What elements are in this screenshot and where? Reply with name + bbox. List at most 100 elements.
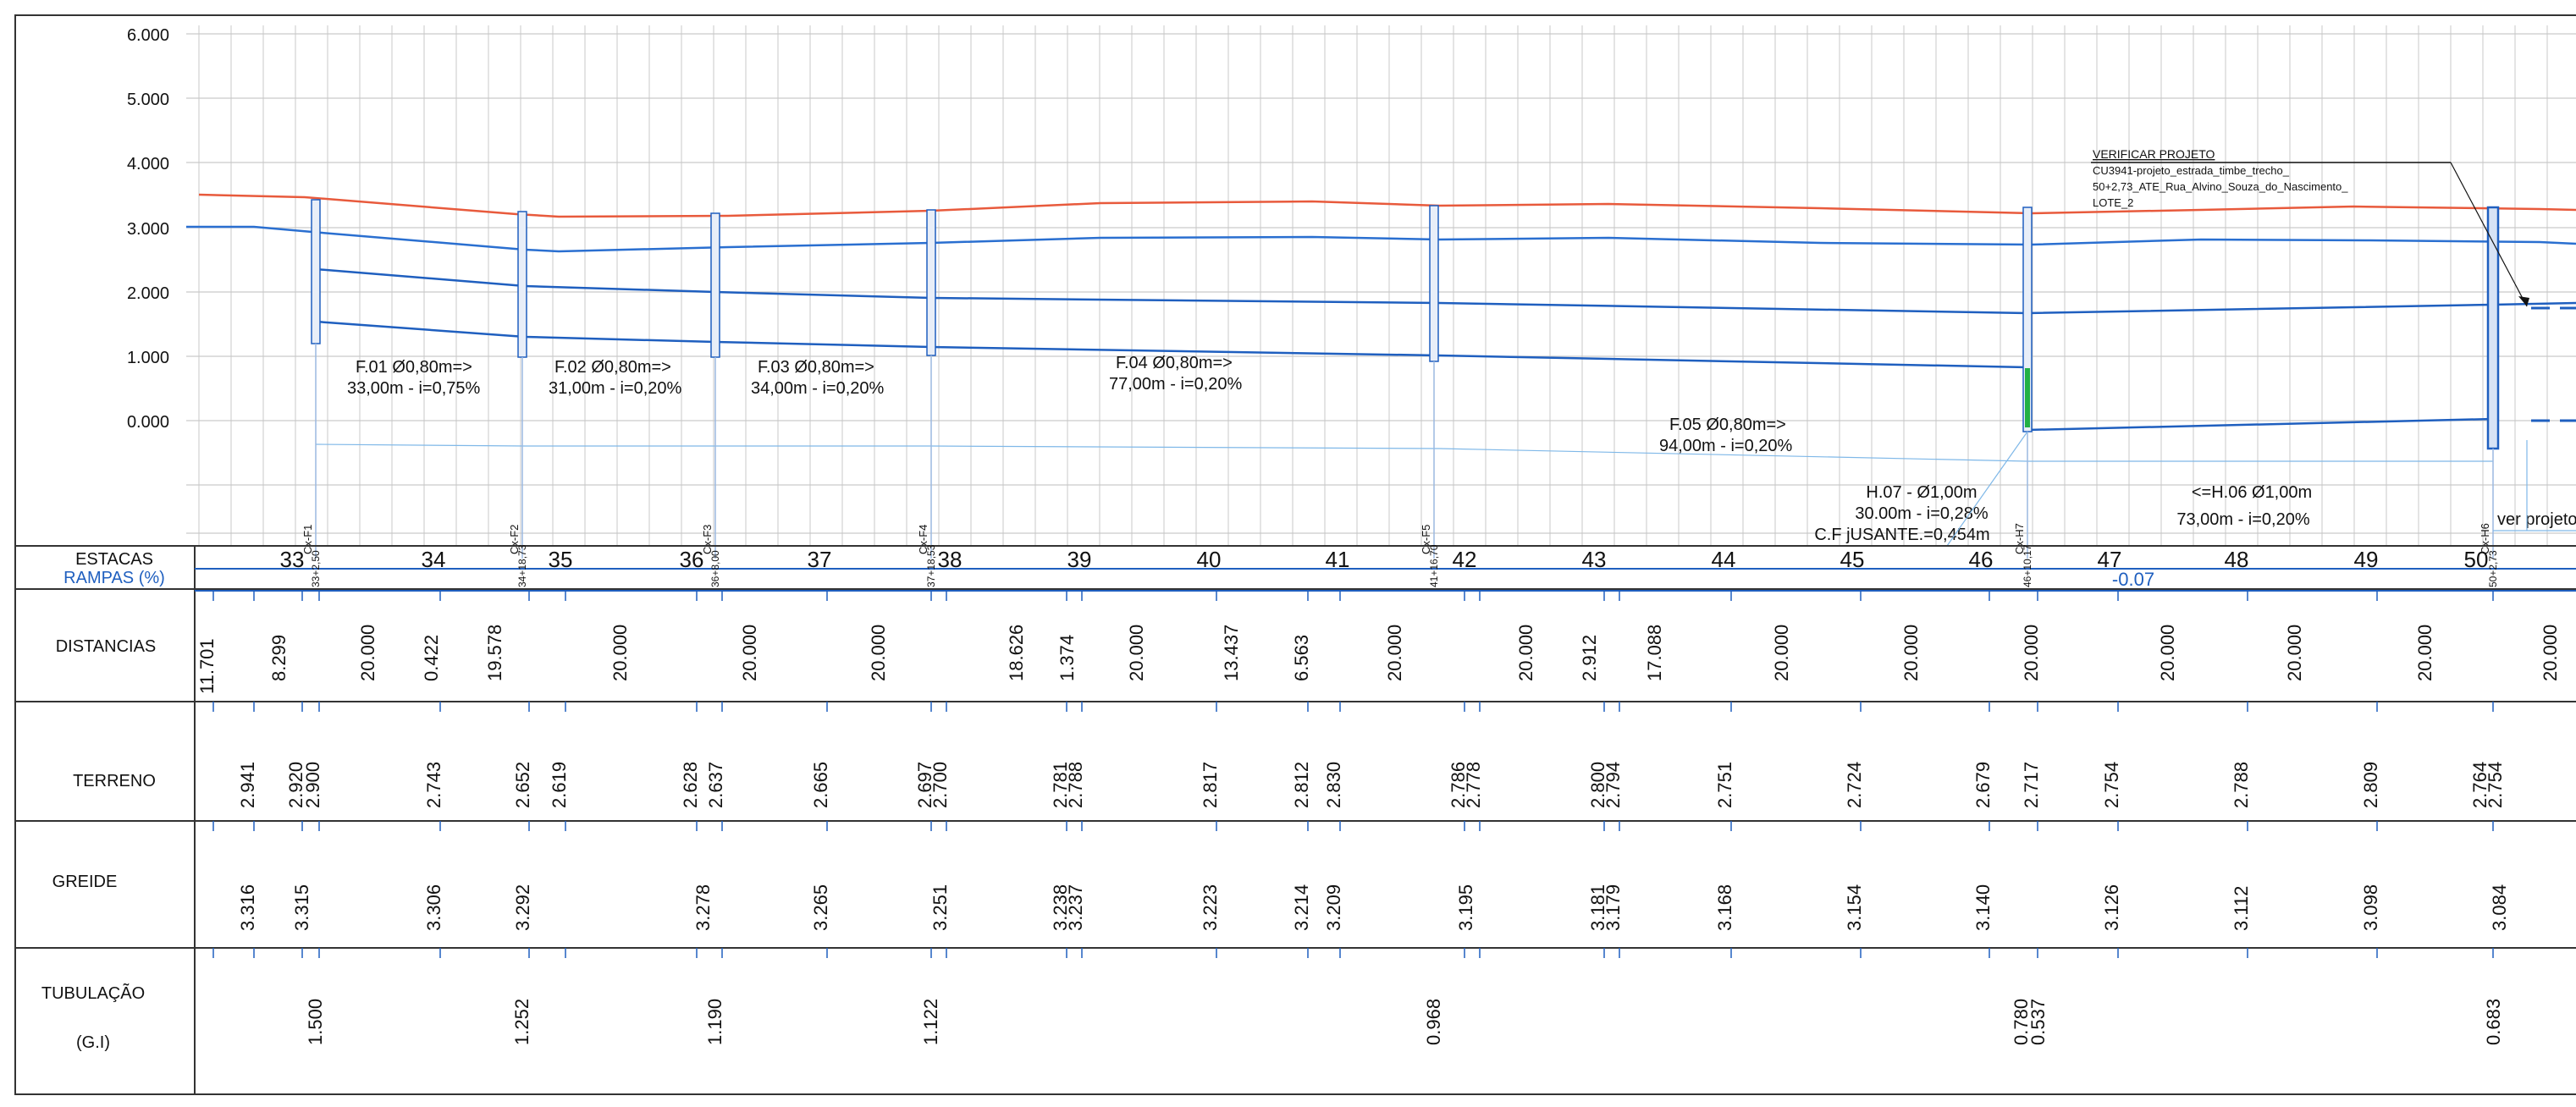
svg-text:C.F jUSANTE.=0,454m: C.F jUSANTE.=0,454m <box>1814 526 1989 544</box>
station-mark: 33+2,50 <box>310 550 322 587</box>
station-number: 44 <box>1712 547 1736 572</box>
distancia-value: 1.374 <box>1056 635 1078 681</box>
distancia-value: 20.000 <box>2021 625 2042 681</box>
pipe-label-f03: F.03 Ø0,80m=> 34,00m - i=0,20% <box>751 358 885 398</box>
svg-text:ver projeto: ver projeto <box>2497 510 2576 529</box>
h06-pipe-bottom-line <box>2027 417 2494 432</box>
terreno-value: 2.812 <box>1291 762 1312 808</box>
terreno-value: 2.700 <box>929 762 951 808</box>
svg-text:30.00m - i=0,28%: 30.00m - i=0,28% <box>1855 504 1989 523</box>
distancia-value: 20.000 <box>1515 625 1536 681</box>
ver-projeto-label: ver projeto <box>2493 440 2576 531</box>
greide-value: 3.315 <box>291 884 312 931</box>
terreno-value: 2.724 <box>1844 762 1865 808</box>
greide-value: 3.140 <box>1972 884 1994 931</box>
terreno-value: 2.788 <box>1065 762 1086 808</box>
station-number: 35 <box>549 547 573 572</box>
greide-value: 3.084 <box>2489 884 2510 931</box>
distancia-value: 11.701 <box>196 638 218 694</box>
manhole-cx-f3 <box>710 212 720 559</box>
terreno-value: 2.800 <box>1587 762 1608 808</box>
row-header-distancias: DISTANCIAS <box>56 637 157 656</box>
greide-value: 3.181 <box>1587 884 1608 931</box>
verify-project-note: VERIFICAR PROJETO CU3941-projeto_estrada… <box>2091 147 2529 307</box>
distancias-row: 11.701 8.299 20.000 0.422 19.578 20.000 … <box>196 625 2561 694</box>
svg-text:F.01 Ø0,80m=>: F.01 Ø0,80m=> <box>356 358 472 377</box>
y-tick-label: 6.000 <box>127 26 169 45</box>
station-number: 48 <box>2225 547 2249 572</box>
greide-value: 3.265 <box>810 884 831 931</box>
station-number: 46 <box>1969 547 1994 572</box>
greide-value: 3.306 <box>423 884 444 931</box>
station-mark: 41+16,70 <box>1428 544 1440 587</box>
greide-value: 3.292 <box>512 884 533 931</box>
svg-text:73,00m - i=0,20%: 73,00m - i=0,20% <box>2176 510 2310 529</box>
y-tick-label: 1.000 <box>127 349 169 367</box>
tubulacao-value: 0.780 <box>2011 999 2032 1045</box>
terreno-value: 2.743 <box>423 762 444 808</box>
svg-text:94,00m - i=0,20%: 94,00m - i=0,20% <box>1659 437 1793 455</box>
terreno-value: 2.817 <box>1200 762 1221 808</box>
station-number: 50 <box>2464 547 2489 572</box>
row-header-terreno: TERRENO <box>73 772 156 790</box>
station-number: 33 <box>280 547 305 572</box>
terreno-value: 2.900 <box>302 762 323 808</box>
manhole-label: Cx-F3 <box>701 525 714 554</box>
terreno-value: 2.754 <box>2485 762 2506 808</box>
station-mark: 50+2,73 <box>2487 550 2499 587</box>
y-tick-label: 0.000 <box>127 413 169 432</box>
greide-value: 3.278 <box>692 884 714 931</box>
tubulacao-value: 0.968 <box>1423 999 1444 1045</box>
terreno-value: 2.665 <box>810 762 831 808</box>
svg-text:F.02 Ø0,80m=>: F.02 Ø0,80m=> <box>554 358 671 377</box>
distancia-value: 0.422 <box>421 635 442 681</box>
manhole-cx-h6 <box>2486 206 2500 559</box>
terreno-value: 2.788 <box>2231 762 2252 808</box>
tubulacao-value: 1.190 <box>704 999 725 1045</box>
distancia-value: 20.000 <box>2284 625 2305 681</box>
greide-value: 3.168 <box>1714 884 1735 931</box>
manhole-cx-f4 <box>926 209 936 559</box>
terreno-value: 2.920 <box>285 762 306 808</box>
terreno-value: 2.941 <box>237 762 258 808</box>
station-mark: 34+18,73 <box>516 544 528 587</box>
station-number: 38 <box>938 547 963 572</box>
terreno-value: 2.754 <box>2101 762 2122 808</box>
distancia-value: 8.299 <box>268 635 290 681</box>
greide-value: 3.154 <box>1844 884 1865 931</box>
distancia-value: 20.000 <box>2157 625 2178 681</box>
greide-value: 3.179 <box>1602 884 1624 931</box>
terreno-value: 2.786 <box>1448 762 1469 808</box>
distancia-value: 19.578 <box>484 625 505 681</box>
distancia-value: 20.000 <box>357 625 378 681</box>
terreno-row: 2.941 2.920 2.900 2.743 2.652 2.619 2.62… <box>237 762 2506 808</box>
greide-value: 3.195 <box>1455 884 1476 931</box>
greide-value: 3.316 <box>237 884 258 931</box>
terreno-value: 2.619 <box>549 762 570 808</box>
distancia-value: 20.000 <box>1384 625 1405 681</box>
terreno-value: 2.697 <box>914 762 935 808</box>
svg-text:VERIFICAR PROJETO: VERIFICAR PROJETO <box>2093 147 2215 161</box>
h7-green-marker <box>2025 368 2030 427</box>
manhole-label: Cx-F4 <box>917 525 929 554</box>
greide-value: 3.238 <box>1050 884 1071 931</box>
station-number: 49 <box>2354 547 2379 572</box>
svg-text:F.03 Ø0,80m=>: F.03 Ø0,80m=> <box>758 358 874 377</box>
terreno-value: 2.652 <box>512 762 533 808</box>
h06-label: <=H.06 Ø1,00m 73,00m - i=0,20% <box>2176 483 2312 529</box>
station-number: 36 <box>680 547 704 572</box>
greide-value: 3.223 <box>1200 884 1221 931</box>
svg-text:31,00m - i=0,20%: 31,00m - i=0,20% <box>549 379 682 398</box>
distancia-value: 20.000 <box>1126 625 1147 681</box>
station-number: 34 <box>422 547 446 572</box>
station-number: 42 <box>1453 547 1477 572</box>
greide-value: 3.126 <box>2101 884 2122 931</box>
manhole-cx-f2 <box>517 211 527 559</box>
manhole-label: Cx-F1 <box>301 525 314 554</box>
station-number: 47 <box>2098 547 2122 572</box>
drawing-frame <box>14 14 2576 1095</box>
manhole-cx-f1 <box>311 199 321 559</box>
distancia-value: 20.000 <box>610 625 631 681</box>
svg-text:<=H.06 Ø1,00m: <=H.06 Ø1,00m <box>2192 483 2312 502</box>
